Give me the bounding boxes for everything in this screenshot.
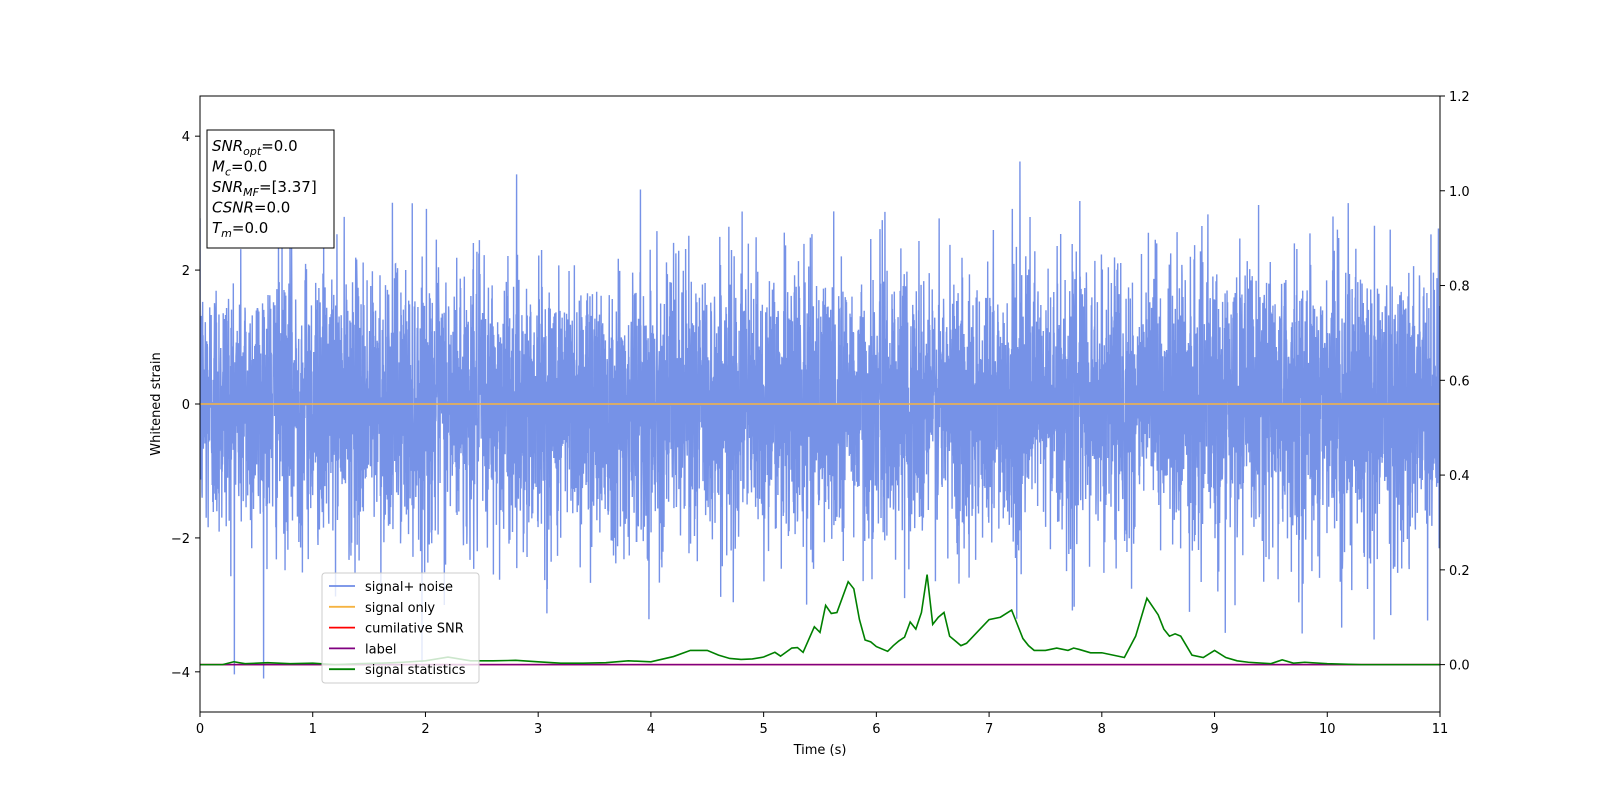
y-tick-label-left: 2 [182,264,190,279]
y-axis-left: −4 −2 0 2 4 [171,130,200,681]
x-tick-label: 2 [421,722,429,737]
legend-frame [321,572,480,684]
x-tick-label: 3 [534,722,542,737]
x-tick-label: 5 [759,722,767,737]
x-tick-label: 7 [985,722,993,737]
y-axis-label: Whitened strain [149,352,164,455]
legend-entry: signal only [365,601,435,616]
y-tick-label-right: 0.4 [1449,469,1470,484]
info-line: Mc=0.0 [212,158,267,179]
x-tick-label: 11 [1432,722,1449,737]
x-axis: 0 1 2 3 4 5 6 7 8 9 10 11 [196,712,1448,737]
y-tick-label-right: 0.8 [1449,280,1470,295]
info-box-frame [206,129,335,249]
x-tick-label: 9 [1210,722,1218,737]
y-tick-label-right: 1.2 [1449,90,1470,105]
y-tick-label-left: −4 [171,666,190,681]
x-tick-label: 0 [196,722,204,737]
x-tick-label: 4 [647,722,655,737]
info-line: Tm=0.0 [212,219,268,240]
legend-entry: signal statistics [365,663,466,678]
legend-entry: signal+ noise [365,580,453,595]
x-tick-label: 8 [1098,722,1106,737]
legend: signal+ noise signal only cumilative SNR la… [321,572,480,684]
y-tick-label-right: 0.2 [1449,564,1470,579]
x-tick-label: 6 [872,722,880,737]
x-axis-label: Time (s) [793,743,847,758]
y-tick-label-right: 0.6 [1449,374,1470,389]
legend-entry: label [365,642,396,657]
legend-entry: cumilative SNR [365,622,464,637]
y-tick-label-left: 4 [182,130,190,145]
y-axis-right: 0.0 0.2 0.4 0.6 0.8 1.0 1.2 [1440,90,1470,674]
noise-series [200,161,1440,679]
y-tick-label-left: 0 [182,398,190,413]
info-line: SNRMF=[3.37] [212,178,317,199]
x-tick-label: 10 [1319,722,1336,737]
series-signal-noise-line [200,161,1440,679]
y-tick-label-right: 0.0 [1449,659,1470,674]
x-tick-label: 1 [309,722,317,737]
y-tick-label-left: −2 [171,532,190,547]
y-tick-label-right: 1.0 [1449,185,1470,200]
series-signal-statistics-line [200,574,1440,666]
info-line: SNRopt=0.0 [212,137,298,158]
info-line: CSNR=0.0 [212,199,290,217]
